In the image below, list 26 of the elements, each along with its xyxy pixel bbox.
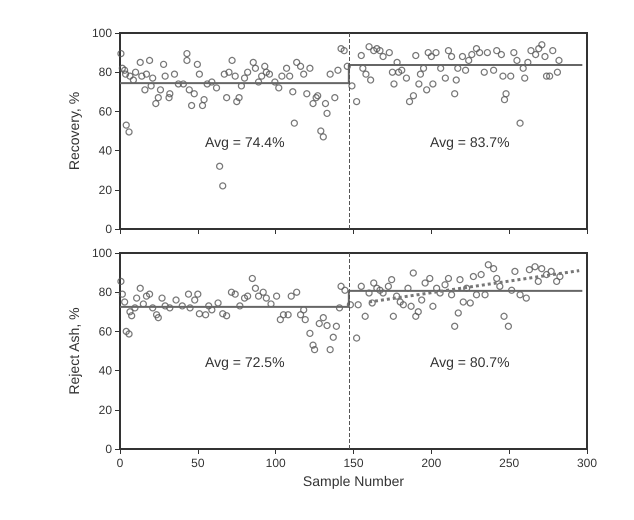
- y-tick-label: 100: [92, 26, 112, 40]
- y-tick-label: 40: [98, 364, 112, 378]
- annotation: Avg = 74.4%: [205, 134, 285, 150]
- y-tick-label: 60: [98, 324, 112, 338]
- x-tick-label: 300: [576, 456, 598, 470]
- y-tick-label: 60: [98, 104, 112, 118]
- x-tick-label: 250: [499, 456, 520, 470]
- y-axis-title: Recovery, %: [66, 92, 82, 170]
- x-tick-label: 50: [191, 456, 205, 470]
- y-tick-label: 80: [98, 285, 112, 300]
- y-tick-label: 100: [92, 246, 112, 260]
- y-tick-label: 40: [98, 144, 112, 158]
- annotation: Avg = 72.5%: [205, 354, 285, 370]
- annotation: Avg = 80.7%: [430, 354, 510, 370]
- y-tick-label: 20: [98, 402, 112, 417]
- annotation: Avg = 83.7%: [430, 134, 510, 150]
- x-tick-label: 150: [343, 456, 364, 470]
- y-tick-label: 0: [105, 222, 112, 236]
- x-tick-label: 200: [421, 456, 442, 470]
- y-tick-label: 80: [98, 65, 112, 80]
- x-axis-title: Sample Number: [302, 473, 404, 489]
- y-tick-label: 20: [98, 182, 112, 197]
- x-tick-label: 100: [266, 456, 286, 470]
- x-tick-label: 0: [116, 456, 124, 470]
- y-tick-label: 0: [105, 442, 112, 456]
- y-axis-title: Reject Ash, %: [66, 307, 82, 395]
